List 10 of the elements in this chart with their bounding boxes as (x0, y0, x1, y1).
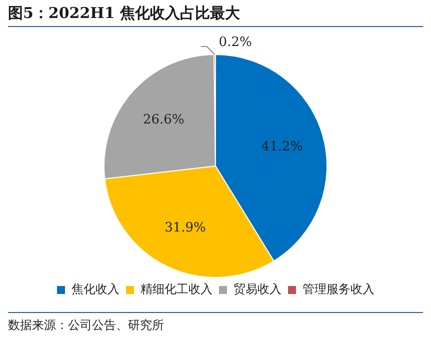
source-note: 数据来源：公司公告、研究所 (8, 312, 423, 334)
data-label: 0.2% (218, 34, 252, 50)
legend-label: 管理服务收入 (302, 282, 374, 296)
legend-label: 精细化工收入 (140, 282, 212, 296)
legend-label: 焦化收入 (72, 282, 120, 296)
data-label: 26.6% (142, 112, 184, 128)
chart-title: 图5：2022H1 焦化收入占比最大 (8, 4, 423, 27)
data-label: 41.2% (261, 140, 303, 155)
legend-label: 贸易收入 (234, 282, 282, 296)
data-label: 31.9% (164, 220, 206, 236)
